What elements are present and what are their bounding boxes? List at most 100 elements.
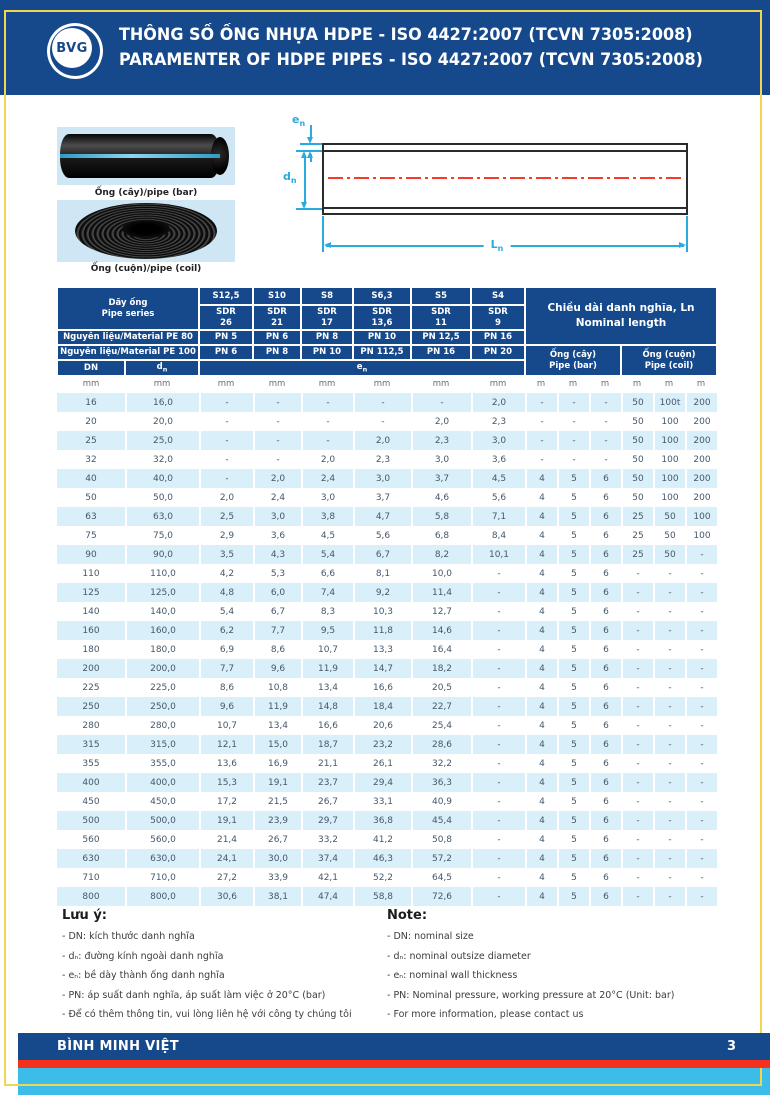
- table-cell: 400: [57, 773, 125, 793]
- table-cell: 5: [557, 773, 589, 793]
- table-cell: 4,2: [199, 564, 253, 584]
- table-cell: 20,5: [411, 678, 471, 698]
- table-cell: 200: [685, 412, 717, 432]
- table-cell: 6: [589, 830, 621, 850]
- unit-cell: mm: [253, 376, 301, 394]
- table-cell: 5: [557, 811, 589, 831]
- table-cell: 90,0: [125, 545, 199, 565]
- table-cell: 6: [589, 868, 621, 888]
- table-cell: 37,4: [301, 849, 353, 869]
- table-cell: 21,4: [199, 830, 253, 850]
- table-cell: 710: [57, 868, 125, 888]
- table-cell: 32: [57, 450, 125, 470]
- table-cell: -: [685, 716, 717, 736]
- table-cell: 13,4: [301, 678, 353, 698]
- table-cell: -: [471, 621, 525, 641]
- notes-en-list: - DN: nominal size - dₙ: nominal outsize …: [387, 927, 712, 1025]
- table-cell: -: [653, 621, 685, 641]
- table-cell: 6,6: [301, 564, 353, 584]
- table-cell: 450,0: [125, 792, 199, 812]
- table-cell: 200: [685, 469, 717, 489]
- table-cell: 23,7: [301, 773, 353, 793]
- table-cell: 18,4: [353, 697, 411, 717]
- table-cell: 2,0: [301, 450, 353, 470]
- pn-cell: PN 5: [199, 330, 253, 346]
- table-cell: -: [653, 773, 685, 793]
- note-item: - PN: Nominal pressure, working pressure…: [387, 989, 675, 1001]
- table-row: 25 25,0- - -2,0 2,3 3,0- - -50 100 200: [57, 431, 717, 451]
- table-cell: 4: [525, 507, 557, 527]
- table-cell: 4: [525, 830, 557, 850]
- table-cell: 5: [557, 507, 589, 527]
- units-row: mm mm mm mm mm mm mm mm m m m m m m: [57, 376, 717, 394]
- table-cell: -: [685, 545, 717, 565]
- page-number: 3: [726, 1039, 736, 1054]
- table-cell: 3,5: [199, 545, 253, 565]
- notes-en: Note: - DN: nominal size - dₙ: nominal ou…: [387, 908, 712, 1025]
- table-cell: -: [685, 564, 717, 584]
- table-cell: 14,8: [301, 697, 353, 717]
- table-cell: 7,7: [253, 621, 301, 641]
- table-cell: 6: [589, 507, 621, 527]
- table-cell: -: [557, 412, 589, 432]
- table-cell: 315: [57, 735, 125, 755]
- table-cell: 5: [557, 659, 589, 679]
- table-cell: 25,4: [411, 716, 471, 736]
- table-cell: 4: [525, 583, 557, 603]
- table-cell: 90: [57, 545, 125, 565]
- table-cell: -: [353, 412, 411, 432]
- table-cell: 32,0: [125, 450, 199, 470]
- table-cell: 16,6: [301, 716, 353, 736]
- table-cell: -: [685, 868, 717, 888]
- table-cell: -: [621, 659, 653, 679]
- table-cell: 14,6: [411, 621, 471, 641]
- page-title: THÔNG SỐ ỐNG NHỰA HDPE - ISO 4427:2007 (…: [119, 22, 703, 72]
- table-cell: -: [621, 849, 653, 869]
- unit-cell: mm: [125, 376, 199, 394]
- table-cell: 23,9: [253, 811, 301, 831]
- notes-section: Lưu ý: - DN: kích thước danh nghĩa - dₙ: …: [62, 908, 712, 1025]
- dim-wall-line: [310, 154, 312, 162]
- pipe-cross-section: [322, 143, 688, 215]
- unit-cell: m: [589, 376, 621, 394]
- table-cell: -: [471, 773, 525, 793]
- table-cell: 4,5: [471, 469, 525, 489]
- table-cell: 11,9: [253, 697, 301, 717]
- table-cell: 100: [685, 526, 717, 546]
- sdr-cell: SDR 21: [253, 305, 301, 331]
- logo-disc: BVG: [52, 28, 92, 68]
- table-row: 180 180,0 6,9 8,6 10,7 13,3 16,4-4 5 6- - -: [57, 640, 717, 660]
- table-cell: 5: [557, 678, 589, 698]
- note-item: - eₙ: bề dày thành ống danh nghĩa: [62, 970, 225, 981]
- unit-cell: mm: [471, 376, 525, 394]
- pipe-spec-table: Dãy ống Pipe series S12,5 S10 S8 S6,3 S5…: [57, 287, 717, 907]
- table-row: 450 450,0 17,2 21,5 26,7 33,1 40,9-4 5 6- - -: [57, 792, 717, 812]
- coil-hole-graphic: [122, 219, 170, 238]
- table-cell: 110: [57, 564, 125, 584]
- table-cell: 355,0: [125, 754, 199, 774]
- table-cell: -: [199, 412, 253, 432]
- table-cell: 25: [57, 431, 125, 451]
- table-cell: 6,7: [253, 602, 301, 622]
- pipe-centerline: [328, 177, 682, 179]
- pn-cell: PN 8: [253, 345, 301, 361]
- extension-line: [686, 216, 688, 252]
- table-cell: -: [411, 393, 471, 413]
- table-cell: 25,0: [125, 431, 199, 451]
- table-cell: 110,0: [125, 564, 199, 584]
- table-cell: -: [557, 431, 589, 451]
- table-cell: 4,3: [253, 545, 301, 565]
- table-cell: 6: [589, 621, 621, 641]
- sdr-cell: SDR 11: [411, 305, 471, 331]
- table-cell: 16: [57, 393, 125, 413]
- table-cell: 9,6: [199, 697, 253, 717]
- coil-length-header-cell: Ống (cuộn) Pipe (coil): [621, 345, 717, 377]
- table-row: 40 40,0-2,0 2,4 3,0 3,7 4,5 4 5 6 50 100 200: [57, 469, 717, 489]
- table-cell: 4: [525, 640, 557, 660]
- table-cell: -: [653, 887, 685, 907]
- table-cell: 4,5: [301, 526, 353, 546]
- table-row: 250 250,0 9,6 11,9 14,8 18,4 22,7-4 5 6- - -: [57, 697, 717, 717]
- table-cell: 21,1: [301, 754, 353, 774]
- table-cell: -: [621, 716, 653, 736]
- table-cell: -: [471, 792, 525, 812]
